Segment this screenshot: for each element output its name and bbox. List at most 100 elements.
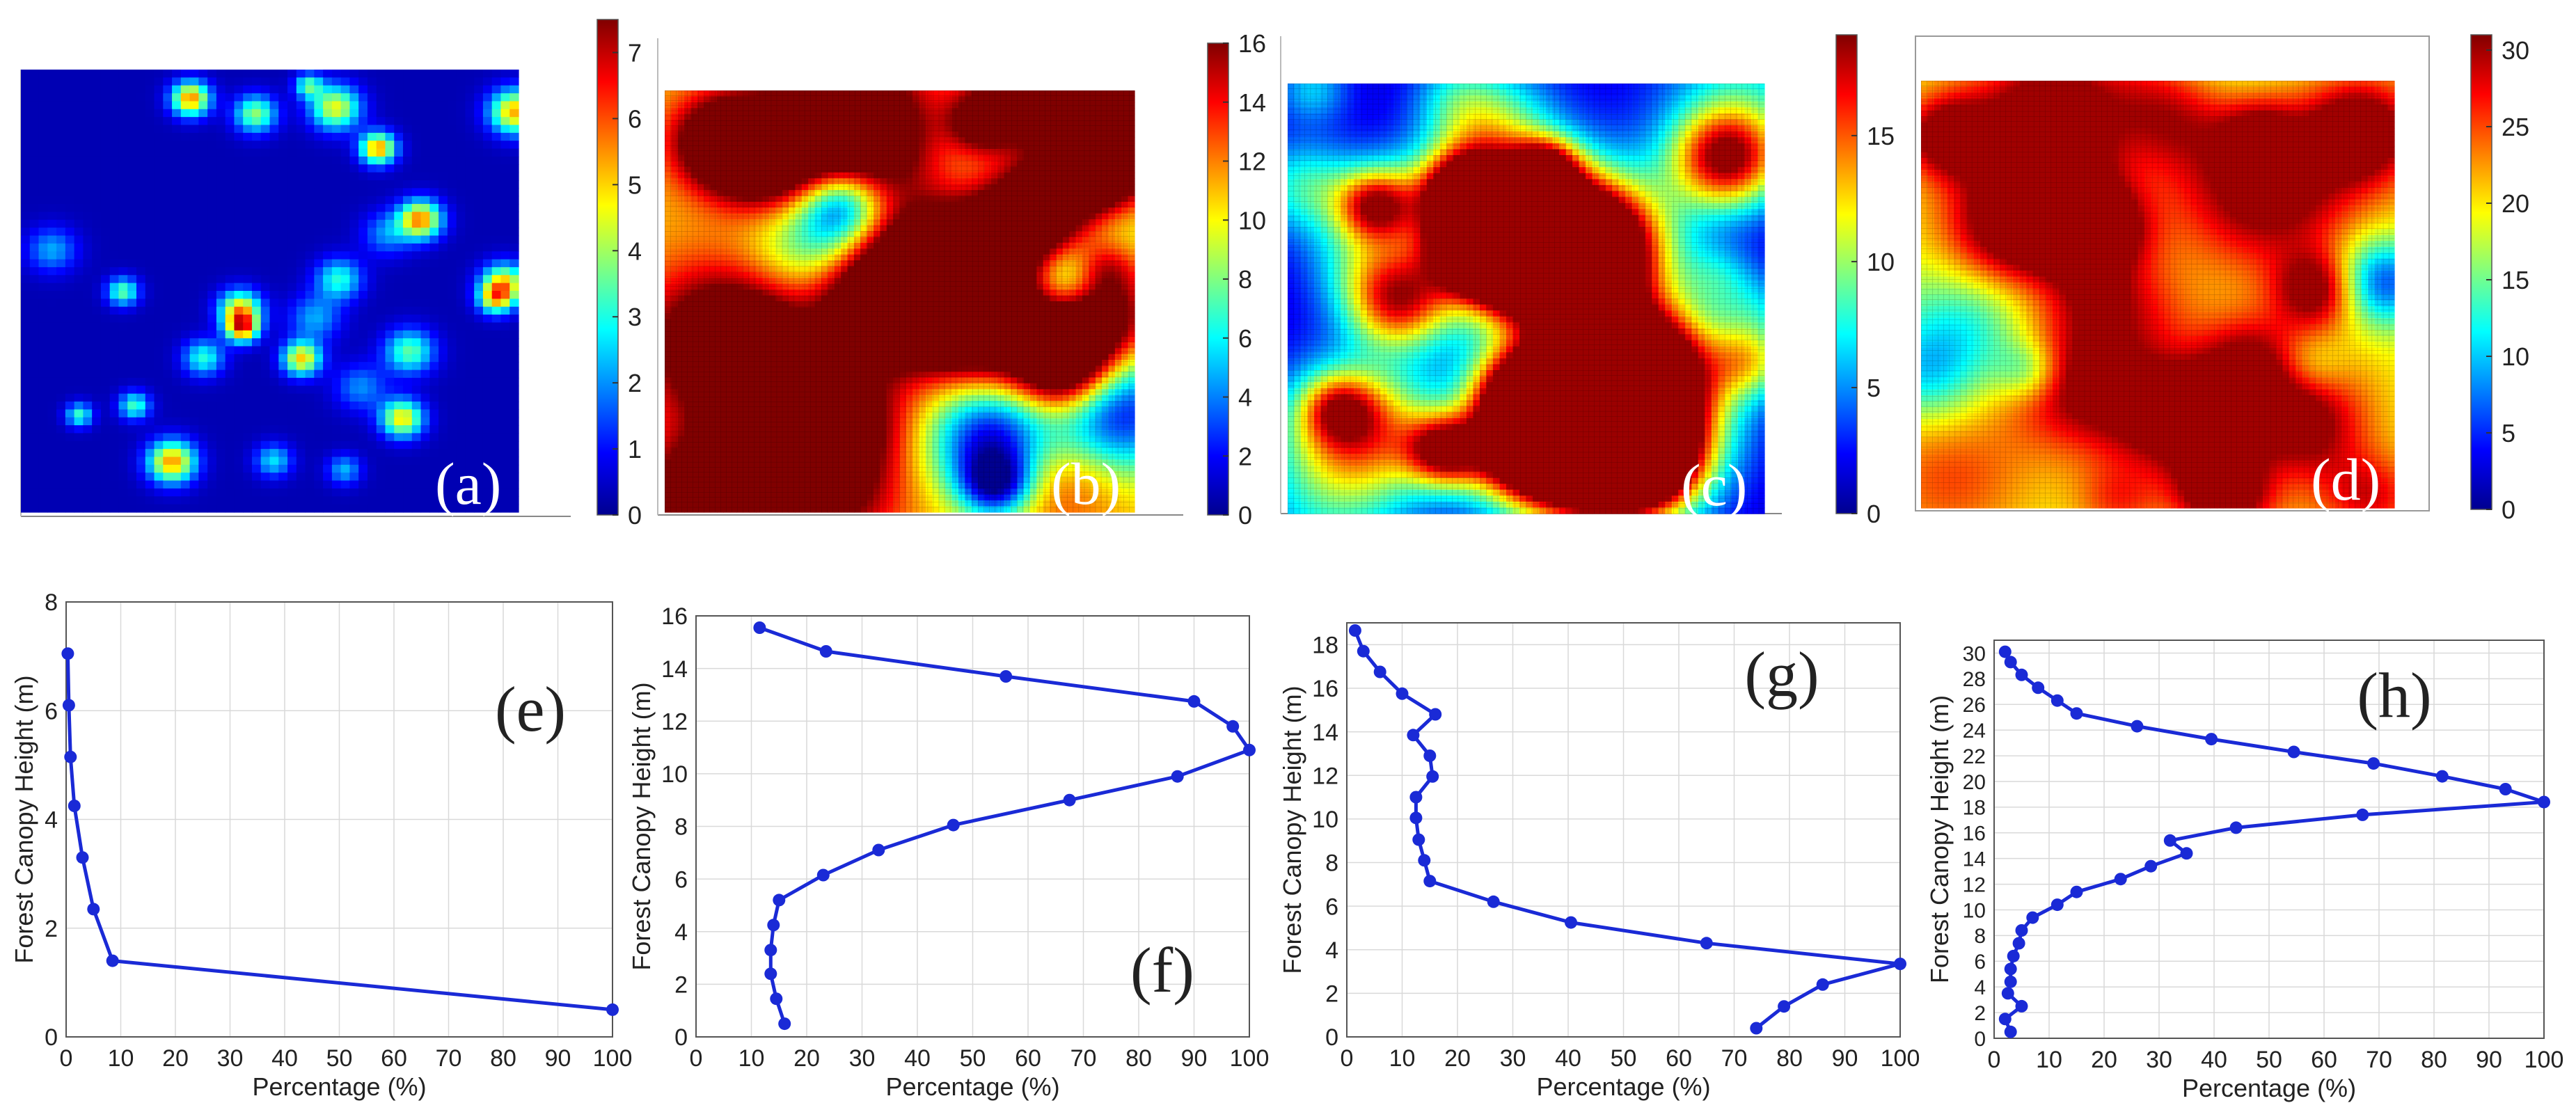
heat-cell <box>92 125 102 134</box>
heat-cell <box>447 449 457 458</box>
heat-cell <box>251 417 262 426</box>
heat-cell <box>447 409 457 418</box>
heat-cell <box>225 362 235 371</box>
heat-cell <box>474 464 484 473</box>
heat-cell <box>331 196 342 205</box>
heat-cell <box>100 496 111 505</box>
heat-cell <box>269 338 279 347</box>
heat-cell <box>118 275 128 284</box>
heat-cell <box>482 464 493 473</box>
heat-cell <box>438 386 448 395</box>
heat-cell <box>411 85 422 94</box>
heat-cell <box>465 180 475 189</box>
heat-cell <box>500 362 510 371</box>
heat-cell <box>305 204 315 213</box>
heat-cell <box>38 480 48 489</box>
heat-cell <box>243 93 253 102</box>
heat-cell <box>429 464 439 473</box>
heat-cell <box>314 299 324 308</box>
heat-cell <box>331 346 342 355</box>
heat-cell <box>47 101 57 110</box>
heat-cell <box>296 109 306 118</box>
heat-cell <box>456 259 466 268</box>
heat-cell <box>207 377 217 386</box>
heat-cell <box>189 85 199 94</box>
heat-cell <box>198 330 208 339</box>
heat-cell <box>163 315 173 324</box>
heat-cell <box>198 148 208 157</box>
heat-cell <box>456 322 466 331</box>
heat-cell <box>127 386 137 395</box>
heat-cell <box>438 125 448 134</box>
heat-cell <box>474 148 484 157</box>
heat-cell <box>323 204 333 213</box>
heat-cell <box>287 457 297 466</box>
heat-cell <box>491 219 502 228</box>
heat-cell <box>216 251 226 260</box>
heat-cell <box>349 370 359 379</box>
heat-cell <box>403 228 413 237</box>
heat-cell <box>207 85 217 94</box>
heat-cell <box>29 275 40 284</box>
heat-cell <box>225 315 235 324</box>
heat-cell <box>189 386 199 395</box>
heat-cell <box>403 473 413 482</box>
heat-cell <box>509 243 519 252</box>
heat-cell <box>100 109 111 118</box>
heat-cell <box>420 496 430 505</box>
heat-cell <box>234 125 244 134</box>
heat-cell <box>172 132 182 141</box>
heat-cell <box>21 204 31 213</box>
heat-cell <box>172 441 182 450</box>
heat-cell <box>38 93 48 102</box>
heat-cell <box>305 473 315 482</box>
heat-cell <box>74 330 84 339</box>
heat-cell <box>207 322 217 331</box>
heat-cell <box>127 346 137 355</box>
heat-cell <box>305 228 315 237</box>
heat-cell <box>38 370 48 379</box>
heat-cell <box>403 449 413 458</box>
heat-cell <box>287 204 297 213</box>
heat-cell <box>234 180 244 189</box>
heat-cell <box>92 188 102 197</box>
heat-cell <box>287 370 297 379</box>
heat-cell <box>109 267 120 276</box>
heat-cell <box>180 93 191 102</box>
heat-cell <box>411 148 422 157</box>
heat-cell <box>474 488 484 497</box>
heat-cell <box>278 180 288 189</box>
heat-cell <box>411 212 422 221</box>
heat-cell <box>127 370 137 379</box>
heat-cell <box>118 449 128 458</box>
heat-cell <box>314 346 324 355</box>
heat-cell <box>323 346 333 355</box>
heat-cell <box>420 243 430 252</box>
heat-cell <box>136 259 146 268</box>
heat-cell <box>429 267 439 276</box>
heat-cell <box>260 346 271 355</box>
heat-cell <box>323 117 333 126</box>
heat-cell <box>47 251 57 260</box>
heat-cell <box>367 125 377 134</box>
heat-cell <box>65 117 75 126</box>
heat-cell <box>296 267 306 276</box>
heat-cell <box>456 212 466 221</box>
heat-cell <box>482 117 493 126</box>
heat-cell <box>376 449 386 458</box>
heat-cell <box>172 480 182 489</box>
heat-cell <box>403 299 413 308</box>
heat-cell <box>251 180 262 189</box>
heat-cell <box>154 409 164 418</box>
heat-cell <box>198 488 208 497</box>
heat-cell <box>429 480 439 489</box>
heat-cell <box>83 338 93 347</box>
heat-cell <box>394 473 404 482</box>
heat-cell <box>314 322 324 331</box>
heat-cell <box>180 291 191 299</box>
heat-cell <box>225 77 235 86</box>
heat-cell <box>163 132 173 141</box>
heat-cell <box>411 457 422 466</box>
heat-cell <box>358 338 368 347</box>
heat-cell <box>198 235 208 244</box>
